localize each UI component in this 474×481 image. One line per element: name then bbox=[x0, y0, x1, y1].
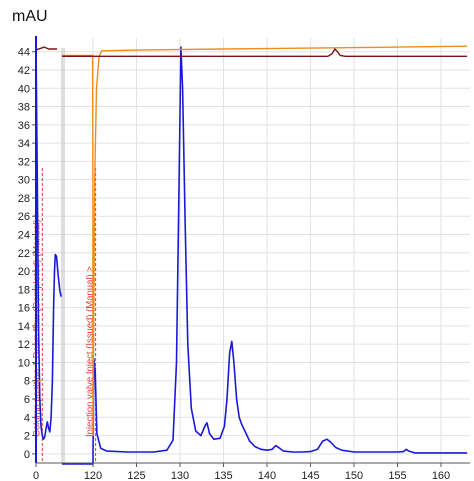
x-tick-label: 0 bbox=[33, 470, 39, 481]
x-tick-label: 155 bbox=[388, 470, 406, 481]
series-lines bbox=[35, 45, 468, 465]
y-tick-label: 18 bbox=[18, 284, 30, 296]
x-tick-label: 135 bbox=[214, 470, 232, 481]
y-tick-label: 22 bbox=[18, 248, 30, 260]
y-tick-label: 24 bbox=[18, 230, 30, 242]
x-tick-label: 120 bbox=[84, 470, 102, 481]
y-tick-label: 8 bbox=[24, 376, 30, 388]
axes: 0246810121416182022242628303234363840424… bbox=[18, 36, 470, 481]
event-marker-label: Injection valve Inject (Issued) (Manual)… bbox=[85, 266, 96, 437]
x-tick-label: 125 bbox=[127, 470, 145, 481]
y-tick-label: 4 bbox=[24, 412, 30, 424]
y-tick-label: 42 bbox=[18, 65, 30, 77]
y-tick-label: 10 bbox=[18, 357, 30, 369]
x-tick-label: 130 bbox=[171, 470, 189, 481]
x-tick-label: 145 bbox=[301, 470, 319, 481]
series-line bbox=[62, 48, 468, 57]
y-tick-label: 14 bbox=[18, 321, 30, 333]
y-tick-label: 2 bbox=[24, 431, 30, 443]
x-tick-label: 160 bbox=[432, 470, 450, 481]
y-tick-label: 44 bbox=[18, 47, 30, 59]
y-tick-label: 32 bbox=[18, 156, 30, 168]
y-tick-label: 38 bbox=[18, 102, 30, 114]
series-line bbox=[35, 46, 62, 441]
y-tick-label: 12 bbox=[18, 339, 30, 351]
grid bbox=[36, 38, 470, 463]
y-tick-label: 30 bbox=[18, 175, 30, 187]
y-tick-label: 6 bbox=[24, 394, 30, 406]
y-tick-label: 28 bbox=[18, 193, 30, 205]
series-line bbox=[62, 46, 468, 465]
y-tick-label: 16 bbox=[18, 303, 30, 315]
series-line bbox=[62, 45, 468, 437]
x-tick-label: 140 bbox=[258, 470, 276, 481]
y-tick-label: 26 bbox=[18, 211, 30, 223]
series-line bbox=[35, 46, 57, 51]
y-tick-label: 20 bbox=[18, 266, 30, 278]
y-tick-label: 0 bbox=[24, 449, 30, 461]
y-unit-label: mAU bbox=[12, 8, 48, 25]
y-tick-label: 36 bbox=[18, 120, 30, 132]
y-tick-label: 40 bbox=[18, 83, 30, 95]
y-tick-label: 34 bbox=[18, 138, 30, 150]
x-tick-label: 150 bbox=[345, 470, 363, 481]
